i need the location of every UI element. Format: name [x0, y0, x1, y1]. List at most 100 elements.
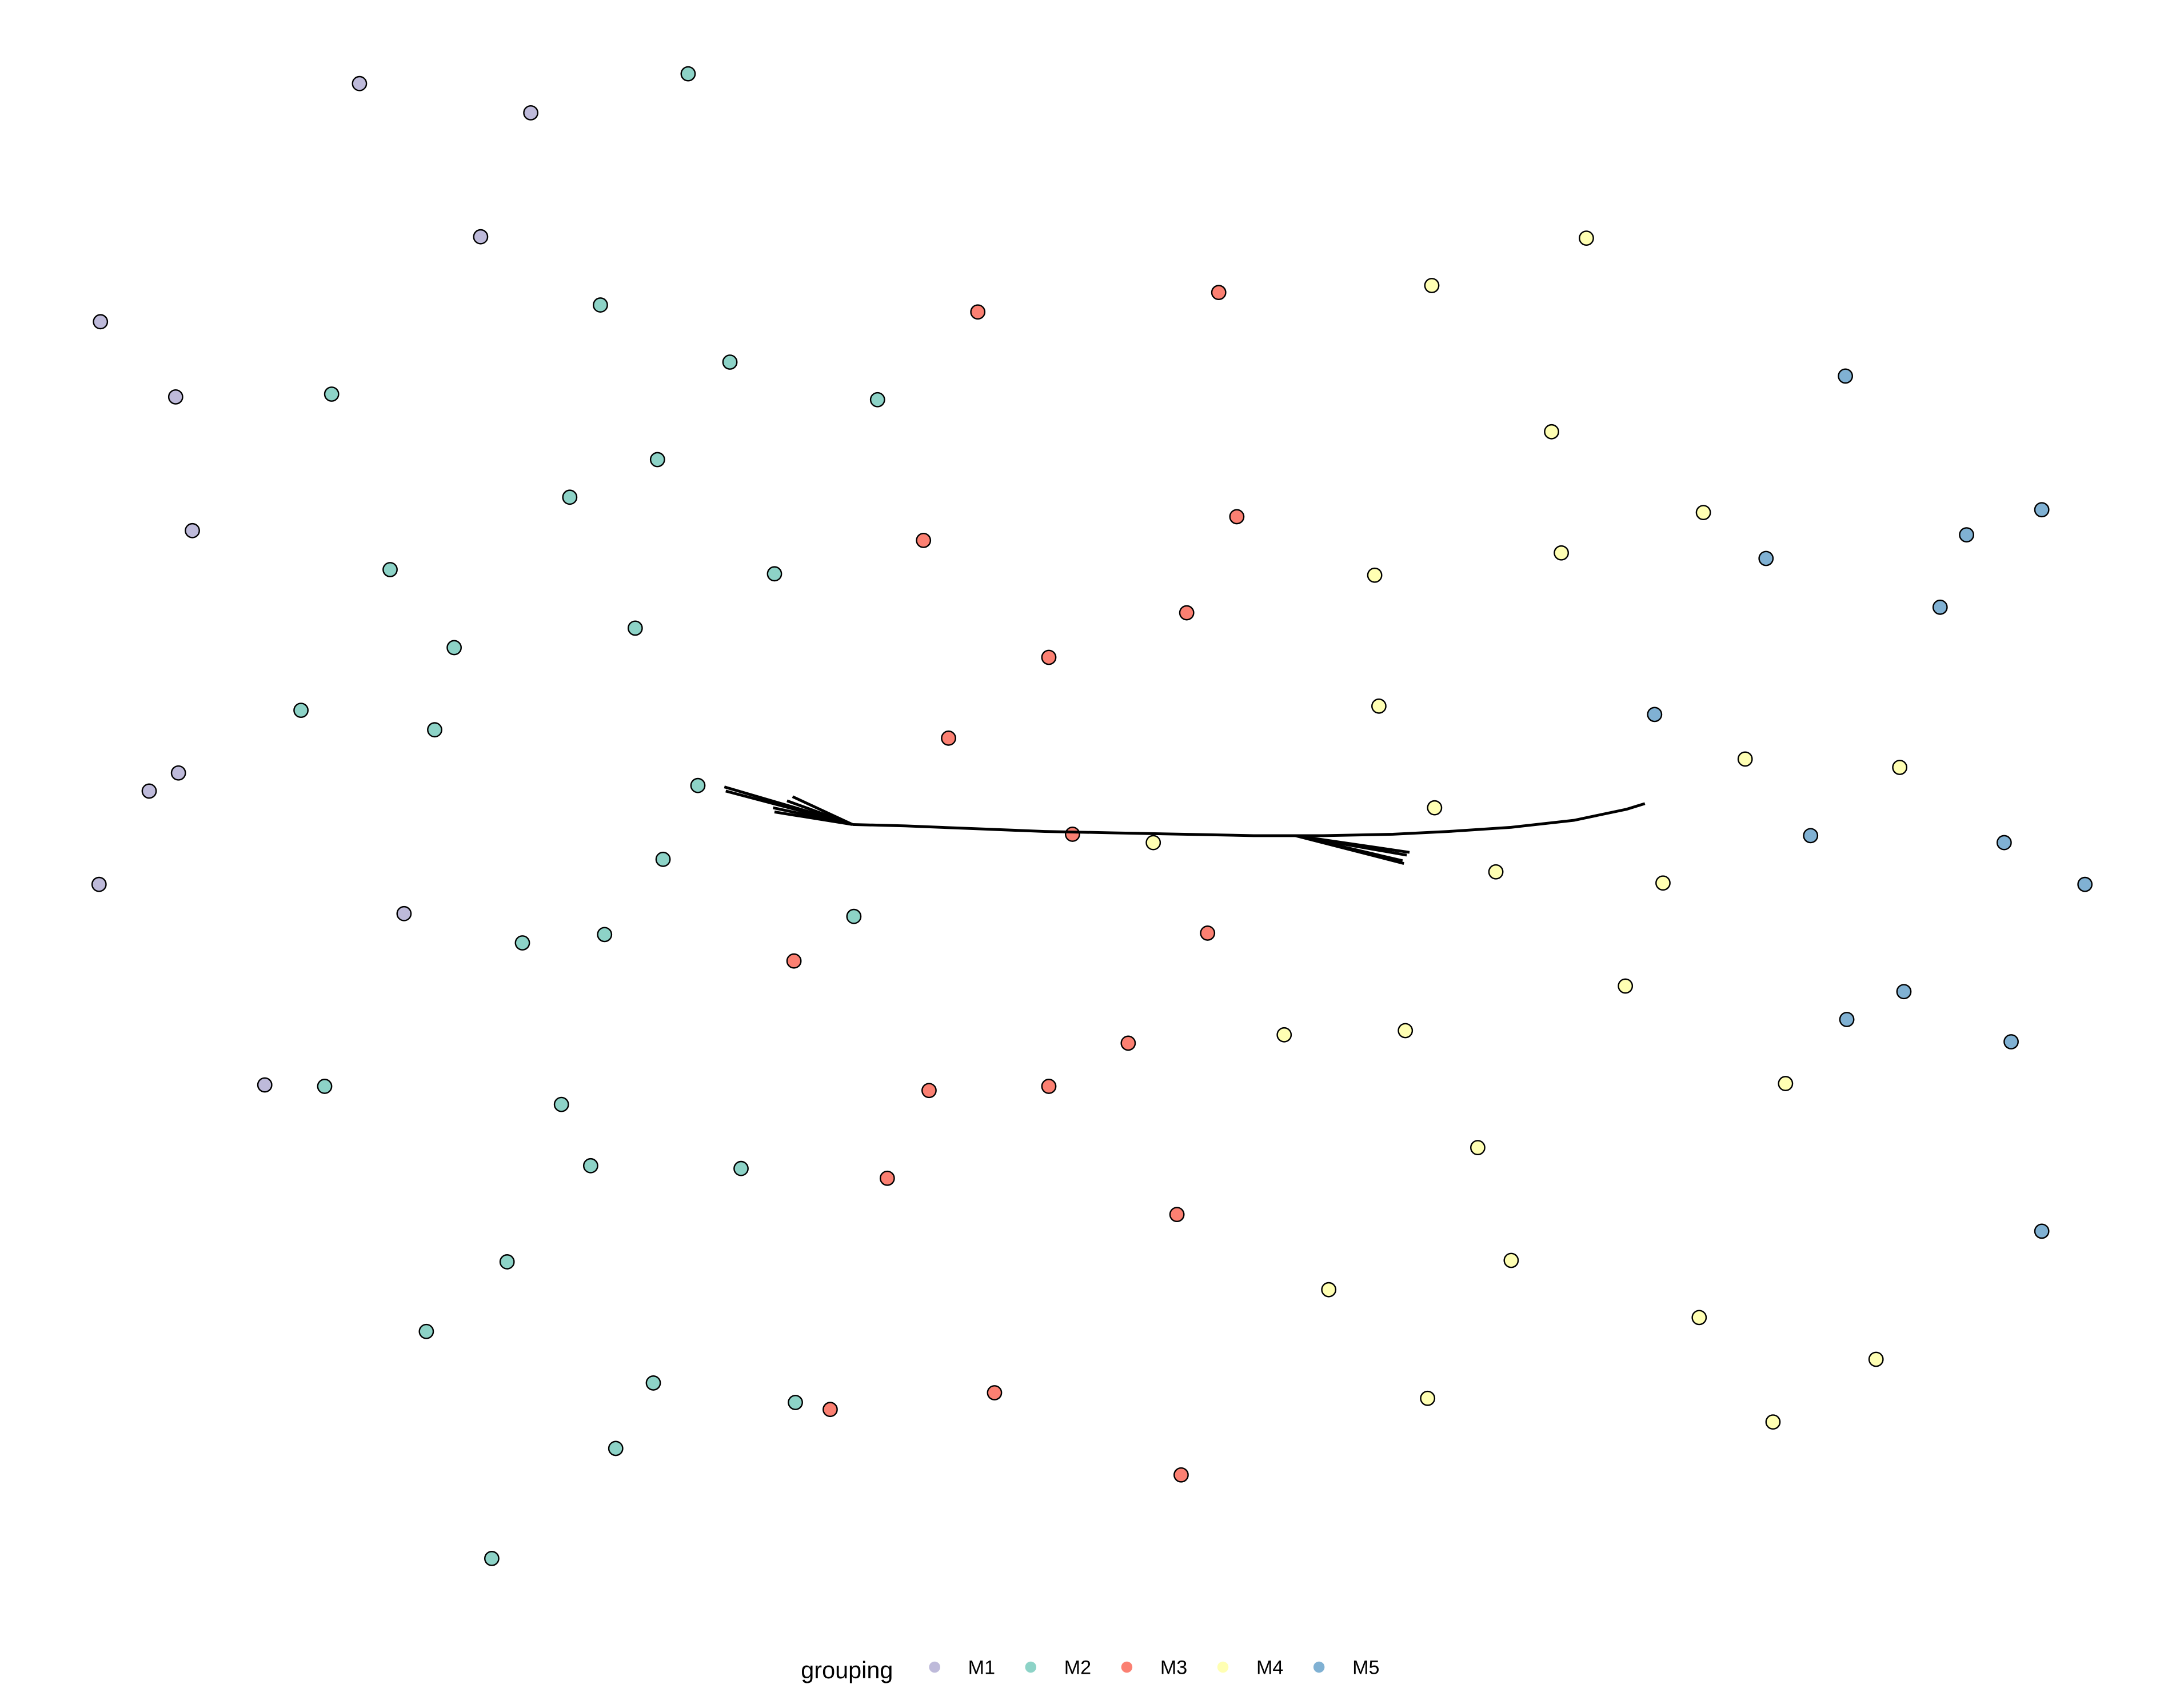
point-M2-10 — [446, 640, 462, 656]
point-M1-5 — [185, 522, 200, 538]
point-M1-3 — [93, 314, 109, 330]
point-M3-5 — [1041, 649, 1057, 665]
point-M2-1 — [593, 297, 608, 313]
point-M2-2 — [324, 386, 340, 402]
point-M4-19 — [1321, 1282, 1337, 1298]
point-M2-13 — [690, 777, 706, 793]
series-M1 — [91, 75, 539, 1093]
legend-label-M4: M4 — [1256, 1657, 1283, 1679]
trajectory-curve — [852, 802, 1646, 837]
point-M2-22 — [499, 1254, 515, 1270]
point-M3-15 — [987, 1385, 1003, 1400]
legend-entries: M1 M2 M3 M4 M5 — [929, 1657, 1380, 1679]
point-M1-2 — [473, 229, 489, 245]
point-M4-2 — [1544, 424, 1559, 440]
point-M4-5 — [1367, 567, 1383, 583]
point-M4-16 — [1778, 1076, 1794, 1091]
point-M2-16 — [597, 927, 613, 943]
point-M2-5 — [649, 452, 665, 468]
point-M5-4 — [1932, 599, 1948, 615]
point-M4-3 — [1695, 505, 1711, 521]
point-M4-22 — [1420, 1390, 1436, 1406]
point-M4-14 — [1276, 1027, 1292, 1043]
point-M1-8 — [91, 876, 107, 892]
point-M2-11 — [293, 703, 309, 718]
point-M3-1 — [1211, 285, 1227, 301]
point-M2-4 — [869, 392, 885, 408]
series-M4 — [1145, 230, 1908, 1430]
point-M2-8 — [766, 566, 782, 582]
point-M1-0 — [352, 75, 368, 91]
point-M2-9 — [627, 620, 643, 636]
point-M4-7 — [1737, 751, 1753, 767]
point-M1-1 — [523, 105, 539, 121]
point-M1-9 — [396, 905, 412, 921]
point-M2-18 — [317, 1079, 333, 1094]
point-M2-14 — [655, 851, 671, 867]
legend-key-M5 — [1313, 1661, 1325, 1673]
point-M3-2 — [916, 532, 932, 548]
point-M4-9 — [1427, 800, 1443, 816]
point-M2-12 — [427, 722, 442, 738]
point-M5-10 — [1839, 1012, 1855, 1027]
point-M2-23 — [418, 1323, 434, 1339]
point-M2-3 — [722, 354, 738, 370]
trajectory-arrowhead-0 — [724, 785, 853, 826]
legend-item-M4: M4 — [1217, 1657, 1283, 1679]
point-M5-0 — [1838, 368, 1854, 384]
point-M4-15 — [1398, 1023, 1414, 1039]
legend-key-M4 — [1217, 1661, 1229, 1673]
legend: grouping M1 M2 M3 M4 M5 — [801, 1657, 1379, 1683]
legend-key-M3 — [1121, 1661, 1133, 1673]
points-layer — [91, 66, 2093, 1566]
point-M3-17 — [1173, 1467, 1189, 1483]
point-M5-11 — [2003, 1034, 2019, 1049]
point-M4-6 — [1371, 698, 1387, 714]
point-M5-6 — [1803, 828, 1819, 844]
point-M2-24 — [645, 1375, 661, 1391]
point-M3-12 — [1041, 1079, 1057, 1094]
point-M4-10 — [1145, 835, 1161, 851]
legend-label-M2: M2 — [1064, 1657, 1091, 1679]
legend-key-M1 — [929, 1661, 940, 1673]
arrow-barb-1-3 — [1295, 834, 1404, 865]
point-M3-11 — [921, 1083, 937, 1099]
point-M2-26 — [608, 1440, 624, 1456]
point-M4-12 — [1655, 875, 1671, 891]
point-M3-3 — [1229, 509, 1245, 525]
point-M4-11 — [1488, 864, 1504, 880]
point-M4-20 — [1691, 1310, 1707, 1326]
point-M3-0 — [970, 304, 986, 320]
point-M4-8 — [1892, 760, 1908, 775]
point-M5-8 — [2077, 876, 2093, 892]
point-M3-8 — [1200, 925, 1216, 941]
point-M5-2 — [1959, 527, 1975, 543]
trajectory-arrowhead-1 — [1295, 834, 1410, 865]
point-M3-9 — [786, 953, 802, 969]
point-M2-0 — [680, 66, 696, 82]
point-M2-20 — [582, 1158, 598, 1174]
point-M3-4 — [1179, 605, 1195, 621]
point-M3-16 — [823, 1402, 838, 1418]
arrow-barb-0-3 — [773, 806, 853, 826]
point-M2-15 — [846, 908, 862, 924]
legend-key-M2 — [1025, 1661, 1037, 1673]
point-M3-14 — [1169, 1207, 1185, 1223]
legend-item-M5: M5 — [1313, 1657, 1380, 1679]
series-M2 — [293, 66, 885, 1566]
point-M5-12 — [2034, 1223, 2050, 1239]
point-M4-23 — [1765, 1414, 1781, 1430]
point-M4-13 — [1618, 978, 1634, 994]
point-M4-4 — [1554, 545, 1569, 561]
point-M2-19 — [553, 1096, 569, 1112]
point-M5-9 — [1896, 984, 1912, 1000]
point-M4-17 — [1470, 1140, 1486, 1156]
point-M4-21 — [1868, 1351, 1884, 1367]
point-M3-6 — [941, 730, 956, 746]
legend-item-M1: M1 — [929, 1657, 995, 1679]
point-M3-7 — [1064, 827, 1080, 842]
point-M4-1 — [1579, 230, 1594, 246]
point-M3-13 — [879, 1170, 895, 1186]
point-M5-5 — [1647, 707, 1663, 723]
